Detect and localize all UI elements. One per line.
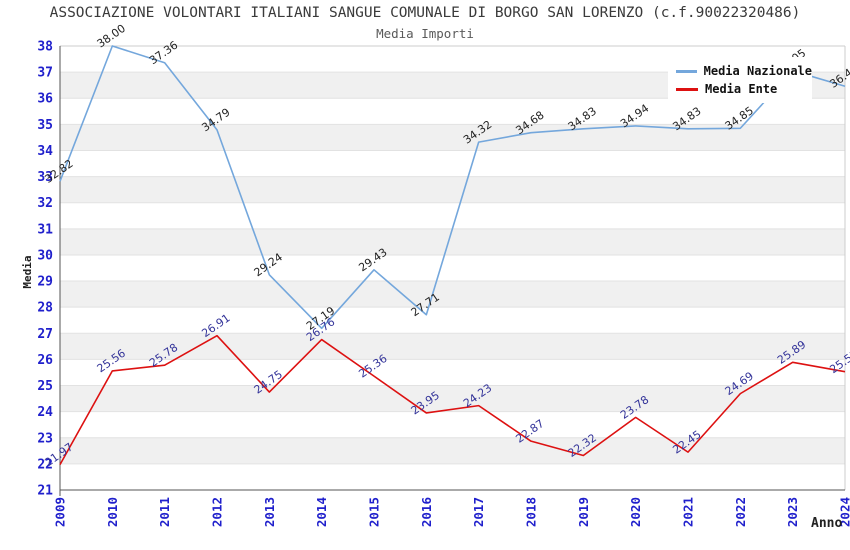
x-tick-label: 2009 [53,497,68,527]
legend-item-media-ente: Media Ente [668,82,812,96]
y-tick-label: 38 [37,40,53,55]
y-tick-label: 27 [37,327,53,342]
legend-line-swatch-blue [676,69,697,73]
chart-title: ASSOCIAZIONE VOLONTARI ITALIANI SANGUE C… [49,5,801,21]
x-tick-label: 2011 [157,497,172,527]
x-tick-label: 2015 [367,497,382,527]
legend-item-media-nazionale: Media Nazionale [668,64,812,78]
x-tick-label: 2019 [576,497,591,527]
plot-band [60,385,845,412]
y-tick-label: 29 [37,275,53,290]
x-tick-label: 2014 [314,497,329,527]
y-tick-label: 28 [37,301,53,316]
legend-line-swatch-red [676,87,698,91]
x-tick-label: 2021 [681,497,696,527]
y-tick-label: 31 [37,222,53,237]
y-tick-label: 34 [37,144,53,159]
y-tick-label: 33 [37,170,53,185]
y-tick-label: 37 [37,66,53,81]
y-tick-label: 35 [37,118,53,133]
plot-band [60,228,845,255]
legend-label-media-nazionale: Media Nazionale [703,64,812,78]
y-tick-label: 24 [37,405,53,420]
plot-band [60,437,845,464]
x-tick-label: 2024 [838,497,850,527]
legend: Media Nazionale Media Ente [668,57,812,103]
plot-band [60,333,845,360]
y-axis-title: Media [21,255,34,289]
y-tick-label: 26 [37,353,53,368]
x-tick-label: 2020 [628,497,643,527]
series-line-1 [59,334,846,466]
y-tick-label: 32 [37,196,53,211]
y-tick-label: 23 [37,431,53,446]
plot-band [60,176,845,203]
x-tick-label: 2023 [785,497,800,527]
series-line-0 [59,45,846,330]
legend-label-media-ente: Media Ente [705,82,778,96]
x-tick-label: 2013 [262,497,277,527]
y-tick-label: 21 [37,484,53,499]
x-tick-label: 2017 [471,497,486,527]
x-tick-label: 2016 [419,497,434,527]
chart-subtitle: Media Importi [376,26,474,41]
x-tick-label: 2022 [733,497,748,527]
x-axis-title: Anno [811,516,843,531]
y-tick-label: 25 [37,379,53,394]
x-tick-label: 2012 [210,497,225,527]
x-tick-label: 2010 [105,497,120,527]
x-tick-label: 2018 [524,497,539,527]
plot-band [60,281,845,308]
y-tick-label: 30 [37,248,53,263]
y-tick-label: 22 [37,457,53,472]
y-tick-label: 36 [37,92,53,107]
